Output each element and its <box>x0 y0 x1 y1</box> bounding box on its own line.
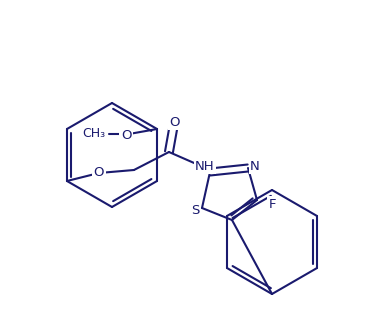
Text: F: F <box>268 197 276 211</box>
Text: N: N <box>250 160 260 172</box>
Text: O: O <box>94 167 104 179</box>
Text: S: S <box>191 204 199 218</box>
Text: O: O <box>170 115 180 128</box>
Text: O: O <box>121 129 131 142</box>
Text: NH: NH <box>195 160 215 172</box>
Text: CH₃: CH₃ <box>82 128 106 141</box>
